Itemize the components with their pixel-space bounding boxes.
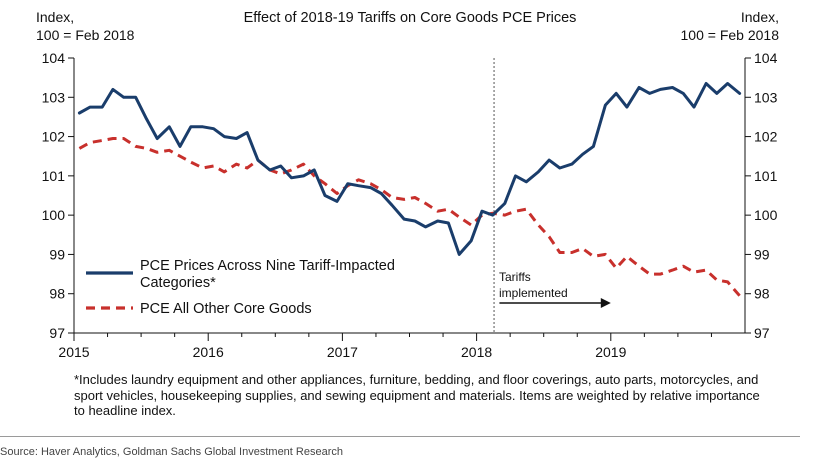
- y-tick-label-left: 97: [49, 325, 65, 341]
- annotation-text-line-2: implemented: [499, 286, 568, 300]
- right-axis-label-line-1: Index,: [741, 9, 779, 25]
- y-tick-label-left: 99: [49, 246, 65, 262]
- y-tick-label-right: 104: [754, 50, 778, 66]
- y-tick-label-right: 98: [754, 286, 770, 302]
- y-tick-label-left: 101: [42, 168, 66, 184]
- y-tick-label-right: 103: [754, 89, 778, 105]
- tariff-annotation: Tariffs implemented: [499, 270, 611, 308]
- chart-title: Effect of 2018-19 Tariffs on Core Goods …: [244, 10, 577, 26]
- left-axis-label-line-2: 100 = Feb 2018: [36, 27, 135, 43]
- x-tick-label: 2019: [595, 344, 626, 360]
- legend: PCE Prices Across Nine Tariff-Impacted C…: [86, 258, 395, 317]
- right-axis-label-line-2: 100 = Feb 2018: [681, 27, 780, 43]
- y-tick-label-left: 102: [42, 129, 66, 145]
- annotation-text-line-1: Tariffs: [499, 270, 531, 284]
- legend-label-tariff-impacted-line-1: PCE Prices Across Nine Tariff-Impacted: [140, 258, 395, 274]
- annotation-arrowhead: [600, 298, 611, 308]
- y-tick-label-left: 103: [42, 89, 66, 105]
- divider: [0, 436, 800, 437]
- chart: Effect of 2018-19 Tariffs on Core Goods …: [36, 9, 780, 360]
- y-tick-label-right: 102: [754, 129, 778, 145]
- y-tick-label-right: 100: [754, 207, 778, 223]
- x-tick-label: 2016: [193, 344, 224, 360]
- x-tick-label: 2017: [327, 344, 358, 360]
- left-axis-label-line-1: Index,: [36, 9, 74, 25]
- y-tick-label-left: 98: [49, 286, 65, 302]
- axes: 97 97 98 98 99 99 100 100 101 101 102 102 103 103 104 1…: [42, 50, 778, 360]
- source-note: Source: Haver Analytics, Goldman Sachs G…: [0, 446, 343, 458]
- y-tick-label-left: 100: [42, 207, 66, 223]
- footnote: *Includes laundry equipment and other ap…: [74, 372, 760, 418]
- x-tick-label: 2018: [461, 344, 492, 360]
- legend-label-other-core: PCE All Other Core Goods: [140, 301, 312, 317]
- y-tick-label-left: 104: [42, 50, 66, 66]
- x-tick-label: 2015: [58, 344, 89, 360]
- series-layer: [77, 82, 742, 297]
- y-tick-label-right: 99: [754, 246, 770, 262]
- legend-label-tariff-impacted-line-2: Categories*: [140, 275, 216, 291]
- series-line-tariff-impacted: [77, 82, 742, 256]
- y-tick-label-right: 101: [754, 168, 778, 184]
- y-tick-label-right: 97: [754, 325, 770, 341]
